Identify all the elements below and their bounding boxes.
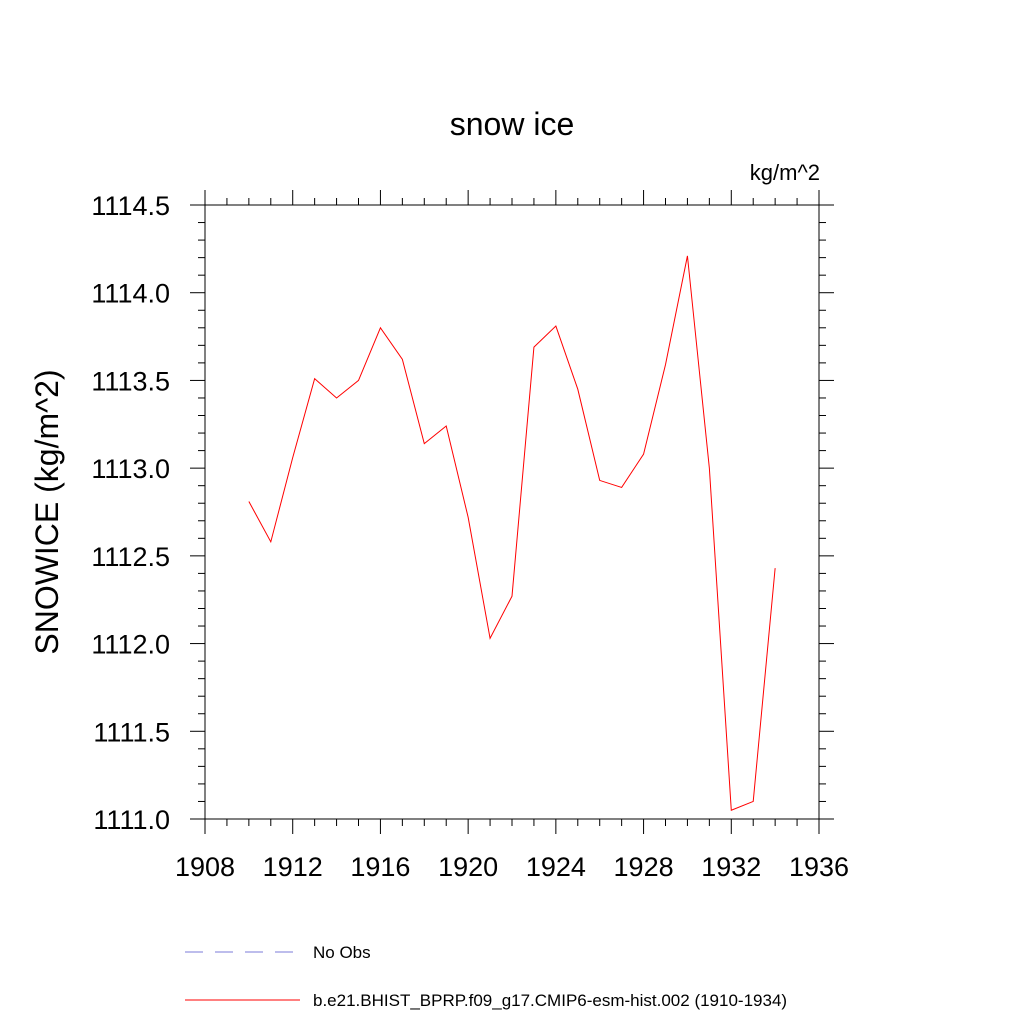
y-tick-label: 1114.0 (91, 279, 170, 309)
x-tick-label: 1928 (614, 852, 674, 882)
series-line (248, 255, 776, 811)
y-tick-label: 1111.5 (93, 717, 170, 747)
y-tick-label: 1113.5 (91, 366, 170, 396)
x-tick-label: 1936 (789, 852, 849, 882)
chart-title: snow ice (450, 106, 575, 142)
axis-ticks (190, 190, 834, 834)
y-axis-label: SNOWICE (kg/m^2) (29, 369, 65, 654)
x-tick-label: 1908 (175, 852, 235, 882)
x-tick-label: 1912 (263, 852, 323, 882)
y-tick-label: 1113.0 (91, 454, 170, 484)
y-tick-label: 1112.0 (91, 630, 170, 660)
x-tick-label: 1920 (438, 852, 498, 882)
x-tick-label: 1924 (526, 852, 586, 882)
y-tick-label: 1112.5 (91, 542, 170, 572)
legend-label: b.e21.BHIST_BPRP.f09_g17.CMIP6-esm-hist.… (313, 991, 787, 1010)
series-group (248, 255, 776, 811)
y-tick-label: 1114.5 (91, 191, 170, 221)
y-tick-labels: 1111.0 1111.5 1112.0 1112.5 1113.0 1113.5 1114… (91, 191, 170, 835)
units-label: kg/m^2 (750, 160, 820, 185)
x-tick-labels: 1908 1912 1916 1920 1924 1928 1932 1936 (175, 852, 849, 882)
x-tick-label: 1932 (701, 852, 761, 882)
legend-label: No Obs (313, 943, 371, 962)
x-tick-label: 1916 (350, 852, 410, 882)
y-tick-label: 1111.0 (93, 805, 170, 835)
legend: No Obs b.e21.BHIST_BPRP.f09_g17.CMIP6-esm… (185, 943, 787, 1010)
plot-frame (204, 204, 820, 820)
